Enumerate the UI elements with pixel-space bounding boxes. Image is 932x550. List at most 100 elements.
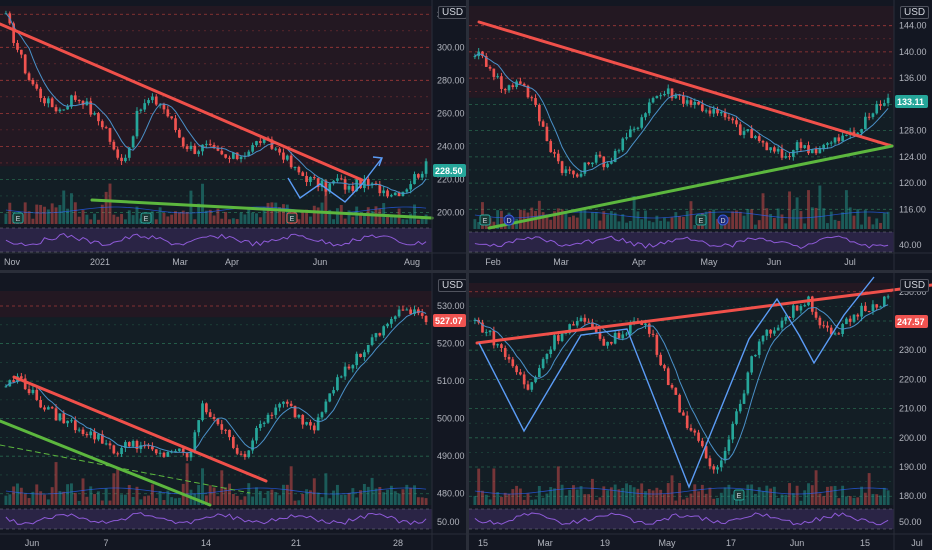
last-price-label: 228.50 xyxy=(435,166,463,176)
volume-bar xyxy=(784,494,788,505)
candle-body xyxy=(197,420,201,433)
support-zone xyxy=(469,297,894,505)
candle-body xyxy=(757,136,761,142)
earnings-marker-icon xyxy=(140,212,152,224)
candle-body xyxy=(568,169,571,171)
candle-body xyxy=(651,98,655,103)
volume-bar xyxy=(85,496,89,505)
candle-body xyxy=(852,131,856,135)
volume-bar xyxy=(753,224,757,229)
candle-body xyxy=(247,450,251,457)
volume-bar xyxy=(189,190,193,224)
volume-bar xyxy=(837,498,841,505)
volume-bar xyxy=(583,494,587,505)
candle-body xyxy=(723,450,727,461)
currency-label[interactable]: USD xyxy=(438,6,468,19)
candle-body xyxy=(848,318,852,322)
volume-bar xyxy=(670,217,674,229)
chart-panel-bottom-right[interactable]: 180.00190.00200.00210.00220.00230.00240.… xyxy=(469,273,932,550)
last-price-badge: 527.07 xyxy=(433,314,466,327)
chart-panel-bottom-left[interactable]: 480.00 490.00 500.00 510.00 520.00 530.00 50.0… xyxy=(0,273,468,550)
currency-label[interactable]: USD xyxy=(900,6,930,19)
candle-body xyxy=(564,169,568,173)
volume-bar xyxy=(46,209,50,224)
volume-bar xyxy=(655,487,659,505)
volume-bar xyxy=(579,486,583,505)
candle-body xyxy=(473,56,477,58)
currency-label[interactable]: USD xyxy=(900,279,930,292)
volume-bar xyxy=(305,489,309,505)
y-tick-label: 200.00 xyxy=(899,433,927,443)
candle-body xyxy=(621,138,625,151)
volume-bar xyxy=(852,215,856,229)
candle-body xyxy=(139,109,143,111)
moving-average-line xyxy=(5,13,427,195)
volume-bar xyxy=(258,217,262,224)
volume-bar xyxy=(181,210,185,224)
volume-bar xyxy=(549,219,553,229)
volume-bar xyxy=(35,484,39,505)
candle-body xyxy=(488,66,492,69)
volume-bar xyxy=(401,219,405,224)
candle-body xyxy=(274,407,278,415)
volume-bar xyxy=(104,191,108,224)
volume-bar xyxy=(297,500,301,505)
candle-body xyxy=(799,306,803,311)
candle-body xyxy=(503,89,507,91)
chart-panel-top-left[interactable]: 200.00220.00240.00260.00280.00300.00320.… xyxy=(0,0,468,270)
candle-body xyxy=(316,417,320,431)
volume-bar xyxy=(112,473,116,505)
x-tick-label: Jun xyxy=(790,538,805,548)
volume-bar xyxy=(177,497,181,505)
volume-bar xyxy=(308,490,312,505)
volume-bar xyxy=(697,491,700,505)
candle-body xyxy=(170,116,174,119)
candle-body xyxy=(716,467,719,470)
volume-bar xyxy=(212,215,216,224)
candle-body xyxy=(810,148,814,154)
panel-divider-vertical[interactable] xyxy=(466,0,469,550)
volume-bar xyxy=(85,214,89,224)
panel-divider-horizontal[interactable] xyxy=(0,270,932,273)
candle-body xyxy=(712,109,716,114)
candle-body xyxy=(243,454,247,457)
candle-body xyxy=(316,178,320,188)
volume-bar xyxy=(154,498,158,505)
pattern-path xyxy=(478,276,875,489)
y-tick-label: 480.00 xyxy=(437,489,465,499)
candle-body xyxy=(689,427,693,431)
candle-body xyxy=(100,121,104,128)
currency-label[interactable]: USD xyxy=(438,279,468,292)
volume-bar xyxy=(803,490,807,505)
candle-body xyxy=(50,98,54,108)
candle-body xyxy=(810,296,814,312)
volume-bar xyxy=(123,494,127,505)
candle-body xyxy=(666,88,670,94)
volume-bar xyxy=(332,490,336,505)
candle-body xyxy=(568,324,571,334)
candle-body xyxy=(31,389,35,394)
volume-bar xyxy=(499,496,503,505)
candle-body xyxy=(685,100,689,104)
event-marker: E xyxy=(479,214,491,226)
candle-body xyxy=(158,452,162,454)
candle-body xyxy=(481,322,484,333)
candle-body xyxy=(4,386,8,388)
candle-body xyxy=(602,156,606,168)
volume-bar xyxy=(666,483,670,505)
candle-body xyxy=(231,152,235,159)
candle-body xyxy=(235,152,239,160)
candle-body xyxy=(776,327,780,331)
volume-bar xyxy=(347,210,351,224)
candle-body xyxy=(324,401,328,413)
chart-panel-top-right[interactable]: 116.00120.00124.00128.00132.00136.00140.… xyxy=(469,0,932,270)
candle-body xyxy=(735,411,738,424)
candle-body xyxy=(587,321,590,323)
volume-bar xyxy=(594,499,598,505)
volume-bar xyxy=(810,207,814,229)
y-tick-label: 300.00 xyxy=(437,42,465,52)
x-tick-label: Mar xyxy=(553,257,569,267)
candle-body xyxy=(19,376,23,379)
volume-bar xyxy=(719,223,723,229)
volume-bar xyxy=(522,499,526,505)
